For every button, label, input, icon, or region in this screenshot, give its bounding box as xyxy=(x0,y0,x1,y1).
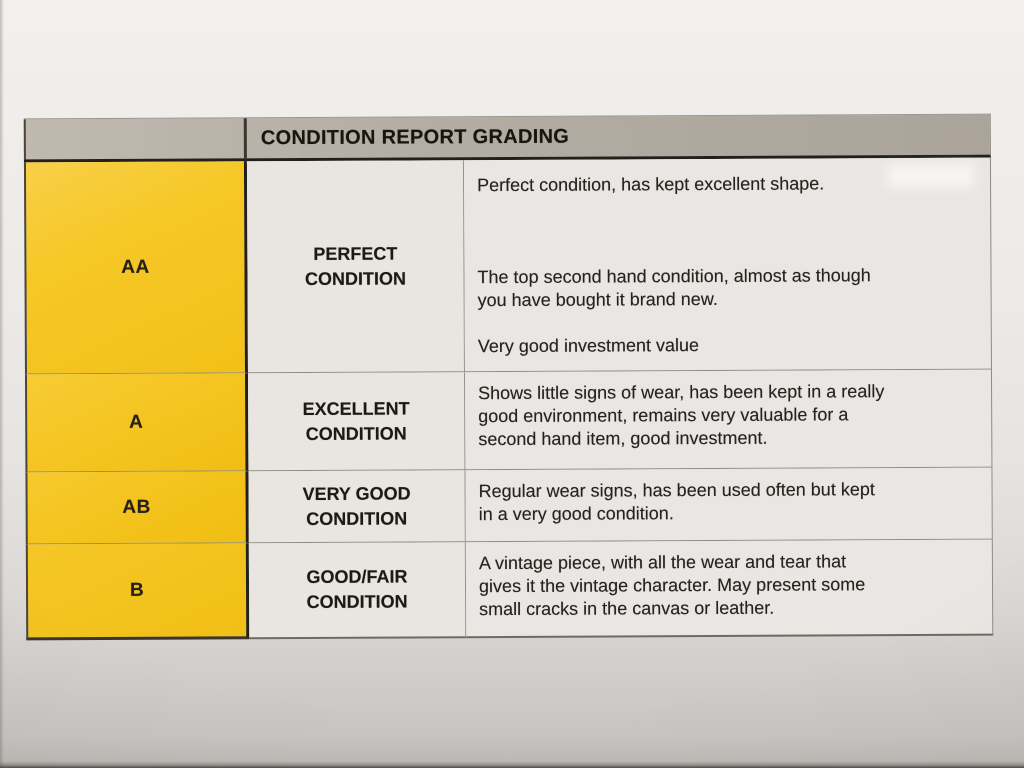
condition-grading-table: CONDITION REPORT GRADING AA PERFECT COND… xyxy=(23,113,994,641)
condition-description: Perfect condition, has kept excellent sh… xyxy=(463,157,992,373)
header-spacer-cell xyxy=(23,118,247,160)
condition-label: GOOD/FAIR CONDITION xyxy=(248,542,467,640)
grade-code: A xyxy=(24,373,249,473)
table-row: AA PERFECT CONDITION Perfect condition, … xyxy=(23,157,992,375)
condition-label: EXCELLENT CONDITION xyxy=(247,372,466,472)
table-row: A EXCELLENT CONDITION Shows little signs… xyxy=(24,369,993,473)
photo-bottom-edge xyxy=(0,761,1024,768)
table-row: AB VERY GOOD CONDITION Regular wear sign… xyxy=(25,467,993,545)
grade-code: B xyxy=(25,543,250,641)
table-title: CONDITION REPORT GRADING xyxy=(260,125,570,149)
table-row: B GOOD/FAIR CONDITION A vintage piece, w… xyxy=(25,539,994,641)
photo-left-edge xyxy=(0,0,4,768)
condition-description: Shows little signs of wear, has been kep… xyxy=(464,369,993,471)
condition-label: PERFECT CONDITION xyxy=(246,160,465,374)
grade-code: AB xyxy=(25,471,249,545)
condition-description: Regular wear signs, has been used often … xyxy=(465,467,993,543)
condition-label: VERY GOOD CONDITION xyxy=(248,470,466,544)
condition-description: A vintage piece, with all the wear and t… xyxy=(465,539,994,639)
grade-code: AA xyxy=(23,161,248,375)
table-header-row: CONDITION REPORT GRADING xyxy=(23,113,991,163)
